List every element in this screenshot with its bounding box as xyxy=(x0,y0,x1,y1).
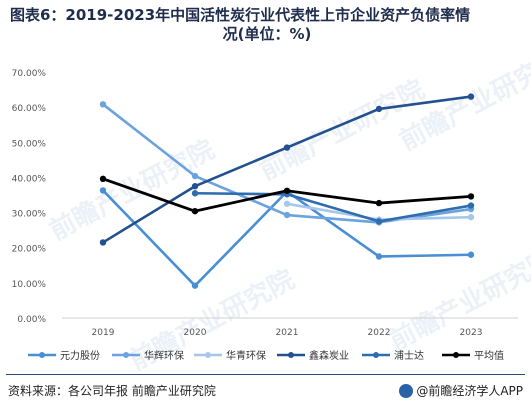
y-tick-label: 30.00% xyxy=(12,210,47,220)
data-point xyxy=(467,193,475,200)
legend-marker xyxy=(373,352,379,358)
x-tick-label: 2022 xyxy=(368,328,391,338)
footer-divider xyxy=(6,374,525,375)
x-tick-label: 2021 xyxy=(276,328,299,338)
y-tick-label: 40.00% xyxy=(12,174,47,184)
legend-marker xyxy=(453,352,459,358)
x-tick-label: 2020 xyxy=(184,328,207,338)
data-point xyxy=(283,187,291,194)
data-point xyxy=(375,105,383,113)
legend-label: 鑫森炭业 xyxy=(309,349,349,362)
data-point xyxy=(375,218,383,225)
source-note: 资料来源：各公司年报 前瞻产业研究院 xyxy=(8,384,216,398)
data-point xyxy=(467,213,475,221)
legend-marker xyxy=(39,352,45,358)
y-tick-label: 0.00% xyxy=(17,315,46,325)
title-line-2: 况(单位：%) xyxy=(222,25,312,43)
legend-label: 华青环保 xyxy=(226,349,266,362)
title-line-1: 图表6：2019-2023年中国活性炭行业代表性上市企业资产负债率情 xyxy=(10,6,471,24)
line-chart: 0.00% 10.00% 20.00% 30.00% 40.00% 50.00% 60.00… xyxy=(12,69,518,362)
data-point xyxy=(191,172,199,180)
data-point xyxy=(99,239,107,246)
data-point xyxy=(467,251,475,258)
chart-title: 图表6：2019-2023年中国活性炭行业代表性上市企业资产负债率情 况(单位：… xyxy=(10,6,524,44)
legend-marker xyxy=(288,352,294,358)
data-point xyxy=(191,282,199,289)
series-line-5 xyxy=(194,191,472,223)
x-tick-label: 2019 xyxy=(92,328,115,338)
data-point xyxy=(191,183,199,190)
brand-logo-icon xyxy=(399,383,414,398)
legend-label: 平均值 xyxy=(474,349,504,362)
data-point xyxy=(283,200,291,207)
data-point xyxy=(467,93,475,100)
data-point xyxy=(283,144,291,151)
data-point xyxy=(283,211,291,219)
legend-marker xyxy=(205,352,211,358)
legend-marker xyxy=(123,352,129,358)
brand-text: @前瞻经济学人APP xyxy=(416,384,523,398)
data-point xyxy=(191,190,199,197)
data-point xyxy=(99,101,107,108)
data-point xyxy=(99,187,107,194)
y-tick-label: 10.00% xyxy=(12,280,47,290)
data-point xyxy=(191,207,199,215)
legend-label: 元力股份 xyxy=(60,349,100,362)
data-point xyxy=(375,253,383,260)
y-tick-label: 20.00% xyxy=(12,245,47,255)
legend-label: 华辉环保 xyxy=(144,349,184,362)
x-tick-label: 2023 xyxy=(460,328,483,338)
brand: @前瞻经济学人APP xyxy=(399,382,523,399)
data-point xyxy=(99,175,107,183)
y-tick-label: 60.00% xyxy=(12,104,47,114)
series-line-4 xyxy=(102,95,472,244)
y-tick-label: 70.00% xyxy=(12,69,47,79)
data-point xyxy=(467,202,475,209)
y-tick-label: 50.00% xyxy=(12,139,47,149)
data-point xyxy=(375,199,383,207)
legend-label: 浦士达 xyxy=(394,349,424,362)
